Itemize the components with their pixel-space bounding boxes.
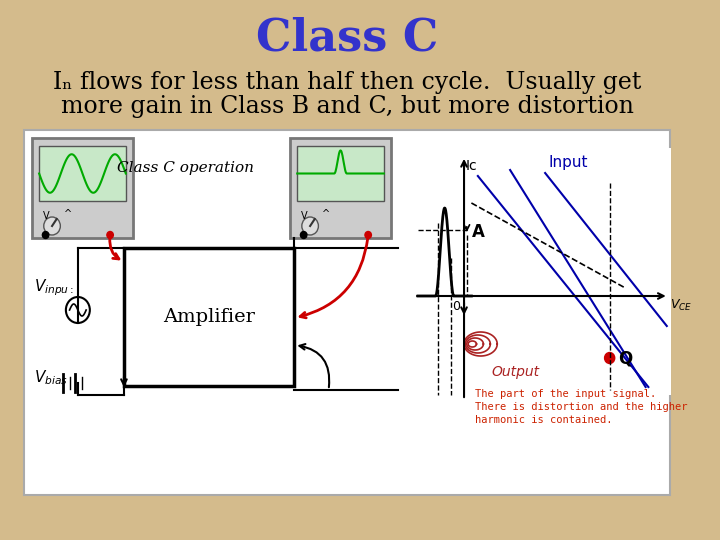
Text: Output: Output [492, 365, 540, 379]
Circle shape [605, 353, 615, 363]
Text: The part of the input signal.: The part of the input signal. [475, 389, 657, 399]
Text: ^: ^ [64, 209, 72, 219]
Text: A: A [472, 223, 485, 241]
Text: Amplifier: Amplifier [163, 308, 255, 326]
Text: Class C operation: Class C operation [117, 161, 254, 175]
Text: ^: ^ [322, 209, 330, 219]
Circle shape [302, 217, 318, 235]
Text: Iₙ flows for less than half then cycle.  Usually get: Iₙ flows for less than half then cycle. … [53, 71, 642, 93]
Text: Ic: Ic [466, 159, 477, 173]
Circle shape [66, 297, 90, 323]
Text: $V_{CE}$: $V_{CE}$ [670, 298, 692, 313]
Text: Input: Input [549, 156, 588, 171]
Text: There is distortion and the higher: There is distortion and the higher [475, 402, 688, 412]
Text: Class C: Class C [256, 17, 438, 59]
Text: V: V [301, 211, 307, 221]
Bar [124, 248, 294, 386]
Text: $V_{inpu:}$: $V_{inpu:}$ [34, 278, 73, 298]
Bar [290, 138, 391, 238]
Circle shape [365, 232, 372, 239]
Text: Q: Q [618, 350, 632, 368]
Circle shape [44, 217, 60, 235]
Circle shape [107, 232, 113, 239]
Bar [407, 148, 672, 395]
Bar [32, 138, 133, 238]
Circle shape [300, 232, 307, 239]
Text: 0: 0 [452, 300, 460, 313]
Text: V: V [42, 211, 50, 221]
Bar [39, 146, 126, 201]
Circle shape [42, 232, 49, 239]
Text: $V_{bias}$: $V_{bias}$ [34, 369, 68, 387]
Text: harmonic is contained.: harmonic is contained. [475, 415, 613, 425]
Bar [24, 130, 670, 495]
Text: more gain in Class B and C, but more distortion: more gain in Class B and C, but more dis… [60, 96, 634, 118]
Bar [297, 146, 384, 201]
